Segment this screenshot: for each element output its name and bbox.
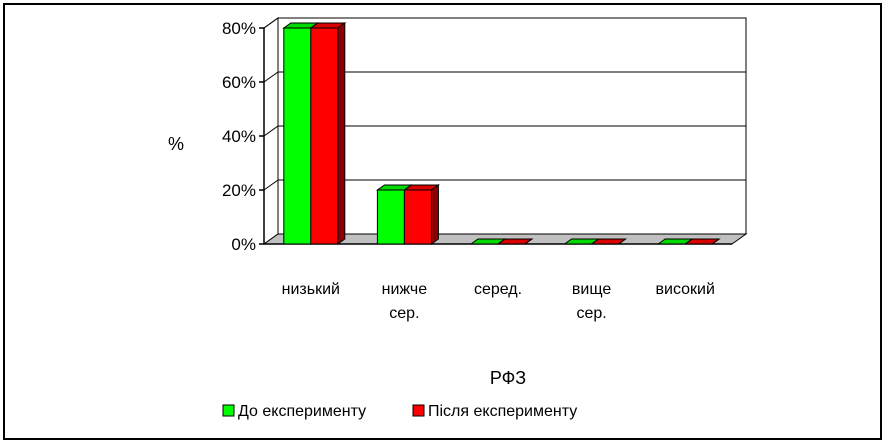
legend-swatch-before <box>222 404 235 417</box>
gridline-left <box>263 71 279 83</box>
x-category-labels: низький нижче сер. серед. вище сер. високий <box>282 281 715 322</box>
gridline-left <box>263 125 279 137</box>
y-tick-label: 0% <box>231 235 256 254</box>
legend-label-before: До експерименту <box>238 403 366 420</box>
y-tick-labels: 0% 20% 40% 60% 80% <box>222 19 256 254</box>
legend: До експерименту Після експерименту <box>222 403 577 420</box>
y-tick-label: 20% <box>222 181 256 200</box>
y-tick-label: 80% <box>222 19 256 38</box>
bars <box>282 22 721 245</box>
legend-swatch-after <box>412 404 425 417</box>
y-tick-label: 40% <box>222 127 256 146</box>
x-category-label: низький <box>282 281 340 298</box>
x-axis-label: РФЗ <box>490 368 526 388</box>
gridlines <box>259 17 746 245</box>
gridline-left <box>263 17 279 29</box>
bar-after-4 <box>683 238 721 245</box>
bar-after-3 <box>590 238 628 245</box>
gridline-left <box>263 179 279 191</box>
y-axis-label: % <box>168 134 184 154</box>
bar-after-1 <box>402 184 440 245</box>
x-category-label: серед. <box>474 281 522 298</box>
x-category-label: високий <box>656 281 715 298</box>
x-category-label: нижче сер. <box>382 281 428 322</box>
bar-after-2 <box>496 238 534 245</box>
y-tick-label: 60% <box>222 73 256 92</box>
legend-label-after: Після експерименту <box>428 403 577 420</box>
x-category-label: вище сер. <box>572 281 611 322</box>
bar-after-0 <box>309 22 347 245</box>
